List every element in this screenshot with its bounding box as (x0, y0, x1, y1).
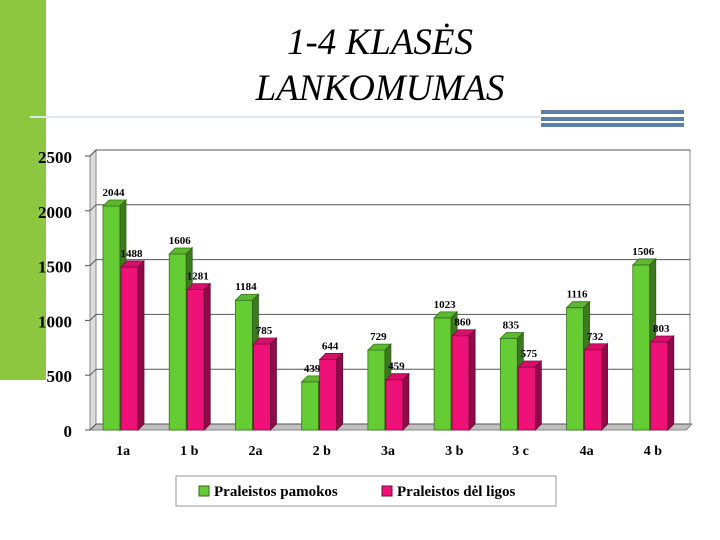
title-underline (30, 116, 540, 118)
bar-front (566, 307, 584, 431)
gridline-diag (89, 204, 97, 212)
x-tick-label: 2a (249, 444, 263, 459)
bar-front (451, 335, 470, 431)
plot-side-wall (89, 148, 97, 432)
data-label: 1023 (434, 299, 457, 311)
data-label: 2044 (103, 187, 126, 199)
data-label: 785 (256, 325, 273, 337)
data-label: 575 (521, 348, 538, 360)
legend-label: Praleistos pamokos (214, 484, 338, 500)
gridline-diag (89, 368, 97, 376)
bar-front (584, 349, 602, 431)
bar-side (601, 342, 608, 431)
data-label: 1281 (187, 271, 209, 283)
data-label: 1184 (235, 281, 257, 293)
y-tick-label: 1000 (38, 312, 72, 331)
y-tick-label: 0 (64, 422, 73, 441)
legend-swatch (381, 485, 393, 497)
x-tick-label: 3 c (512, 444, 529, 459)
data-label: 803 (653, 323, 670, 335)
gridline-diag (89, 314, 97, 321)
bar-side (667, 335, 675, 431)
legend-swatch (198, 485, 210, 497)
bar-front (301, 381, 320, 431)
y-tick-label: 1500 (38, 258, 72, 277)
title-line-2: LANKOMUMAS (255, 68, 505, 109)
y-tick-label: 2000 (38, 203, 72, 222)
bar-side (402, 372, 410, 431)
bar-side (137, 259, 145, 431)
y-tick-label: 2500 (38, 148, 72, 167)
bar-front (632, 264, 651, 431)
gridline-diag (89, 149, 97, 157)
x-tick-label: 1a (116, 444, 130, 459)
legend-box (175, 475, 557, 507)
bar-side (468, 328, 476, 431)
bar-front (433, 317, 452, 431)
bar-front (253, 343, 271, 431)
x-tick-label: 2 b (313, 444, 332, 459)
x-tick-label: 4 b (644, 444, 663, 459)
data-label: 860 (454, 317, 471, 329)
deco-line-1 (541, 110, 684, 114)
data-label: 1488 (121, 248, 144, 260)
bar-front (650, 341, 669, 431)
gridline-diag (89, 423, 97, 431)
bar-front (235, 299, 253, 431)
bar-front (367, 349, 386, 431)
x-tick-label: 3 b (445, 444, 464, 459)
x-tick-label: 3a (381, 444, 395, 459)
series-2: 1488 1281 785 644 459 860 575 732 803 (120, 248, 675, 431)
data-label: 729 (370, 331, 387, 343)
bar-front (102, 205, 121, 431)
data-label: 1506 (632, 246, 655, 258)
bar-front (120, 266, 139, 431)
data-label: 439 (304, 363, 321, 375)
data-label: 459 (388, 361, 405, 373)
data-label: 644 (322, 340, 339, 352)
bar-side (534, 360, 542, 431)
bar-front (499, 338, 518, 431)
bar-front (168, 253, 187, 431)
legend-label: Praleistos dėl ligos (397, 484, 515, 500)
data-label: 732 (587, 331, 604, 343)
x-tick-label: 4a (580, 444, 594, 459)
deco-line-3 (541, 123, 684, 127)
bar-side (270, 336, 277, 431)
x-tick-label: 1 b (180, 444, 199, 459)
data-label: 1116 (567, 289, 588, 301)
deco-line-2 (541, 117, 684, 121)
bar-front (186, 289, 205, 431)
y-tick-label: 500 (47, 367, 73, 386)
bar-side (203, 282, 211, 431)
data-label: 1606 (169, 235, 192, 247)
bar-front (385, 379, 404, 431)
slide-title: 1-4 KLASĖS LANKOMUMAS (230, 20, 530, 112)
data-label: 835 (503, 319, 520, 331)
accent-bar (0, 0, 46, 380)
gridline-diag (89, 259, 97, 266)
bar-front (517, 366, 536, 431)
bar-side (336, 352, 344, 431)
bar-front (319, 359, 338, 431)
title-line-1: 1-4 KLASĖS (286, 22, 474, 63)
